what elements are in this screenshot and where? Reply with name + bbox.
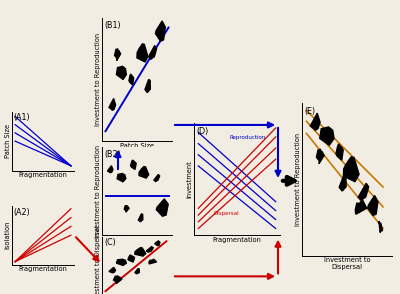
Text: (E): (E): [305, 108, 316, 116]
Y-axis label: Investment to Dispersal: Investment to Dispersal: [95, 225, 101, 294]
Y-axis label: Investment: Investment: [187, 161, 193, 198]
Polygon shape: [117, 173, 126, 182]
Polygon shape: [339, 175, 346, 191]
Polygon shape: [145, 79, 150, 92]
Polygon shape: [148, 46, 157, 59]
Polygon shape: [146, 247, 153, 252]
Polygon shape: [109, 98, 116, 110]
X-axis label: Fragmentation: Fragmentation: [18, 266, 68, 272]
Polygon shape: [149, 259, 156, 264]
Y-axis label: Investment to Reproduction: Investment to Reproduction: [95, 145, 101, 238]
Polygon shape: [124, 205, 129, 212]
Text: (D): (D): [196, 127, 209, 136]
Polygon shape: [114, 276, 122, 283]
Polygon shape: [320, 127, 334, 145]
X-axis label: Patch Size
(within-patch): Patch Size (within-patch): [114, 237, 160, 250]
X-axis label: Fragmentation: Fragmentation: [18, 172, 68, 178]
Polygon shape: [355, 200, 367, 214]
Polygon shape: [139, 167, 149, 178]
Polygon shape: [130, 160, 136, 169]
Y-axis label: Investment to Reproduction: Investment to Reproduction: [295, 133, 301, 226]
Polygon shape: [128, 255, 134, 262]
Text: Reproduction: Reproduction: [229, 135, 266, 140]
Polygon shape: [135, 248, 146, 256]
Polygon shape: [368, 196, 378, 216]
Polygon shape: [155, 21, 165, 41]
Polygon shape: [129, 74, 134, 85]
Polygon shape: [310, 113, 320, 130]
Text: (A1): (A1): [14, 113, 30, 123]
Y-axis label: Isolation: Isolation: [5, 221, 11, 249]
Y-axis label: Patch Size: Patch Size: [5, 124, 11, 158]
Polygon shape: [316, 149, 324, 164]
Polygon shape: [116, 66, 126, 79]
Text: (B1): (B1): [104, 21, 121, 30]
Polygon shape: [358, 183, 369, 201]
Text: Dispersal: Dispersal: [214, 211, 240, 216]
X-axis label: Patch Size
(within-patch): Patch Size (within-patch): [114, 143, 160, 156]
Polygon shape: [108, 166, 113, 173]
Polygon shape: [155, 241, 160, 245]
Polygon shape: [336, 144, 343, 160]
Polygon shape: [154, 174, 160, 181]
Text: (C): (C): [104, 238, 116, 247]
Polygon shape: [379, 221, 382, 233]
Polygon shape: [115, 49, 120, 61]
Polygon shape: [116, 259, 126, 265]
Text: (B2): (B2): [104, 150, 121, 159]
X-axis label: Investment to
Dispersal: Investment to Dispersal: [324, 257, 370, 270]
Polygon shape: [135, 269, 139, 274]
Text: (A2): (A2): [14, 208, 31, 217]
Polygon shape: [137, 44, 148, 62]
Polygon shape: [344, 157, 359, 182]
Y-axis label: Investment to Reproduction: Investment to Reproduction: [95, 33, 101, 126]
Polygon shape: [138, 214, 143, 222]
Polygon shape: [156, 199, 168, 216]
Polygon shape: [109, 267, 116, 273]
X-axis label: Fragmentation: Fragmentation: [212, 237, 262, 243]
